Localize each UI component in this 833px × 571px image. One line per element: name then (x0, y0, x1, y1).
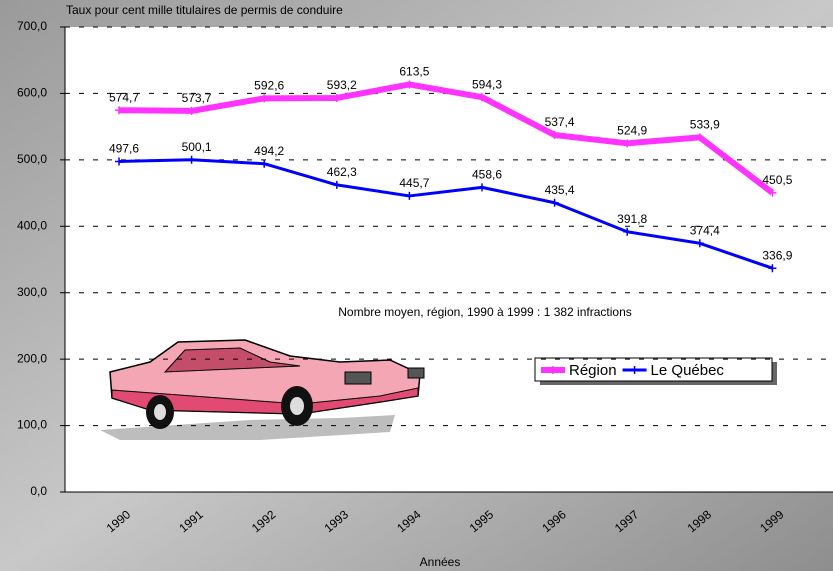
y-tick-label: 600,0 (17, 86, 47, 100)
y-tick-label: 700,0 (17, 19, 47, 33)
data-label: 573,7 (182, 91, 212, 105)
data-label: 462,3 (327, 165, 357, 179)
y-tick-label: 300,0 (17, 285, 47, 299)
data-label: 594,3 (472, 77, 502, 91)
legend-label: Région (569, 362, 617, 379)
data-label: 497,6 (109, 142, 139, 156)
data-label: 435,4 (545, 183, 575, 197)
data-label: 450,5 (762, 173, 792, 187)
data-label: 458,6 (472, 168, 502, 182)
data-label: 500,1 (182, 140, 212, 154)
legend-label: Le Québec (651, 362, 725, 379)
legend: Région Le Québec (535, 358, 777, 385)
x-axis-title: Années (420, 555, 461, 569)
plot-area (65, 27, 833, 492)
y-axis-title: Taux pour cent mille titulaires de permi… (66, 3, 343, 17)
data-label: 593,2 (327, 78, 357, 92)
data-label: 524,9 (617, 123, 647, 137)
data-label: 445,7 (399, 176, 429, 190)
chart: Taux pour cent mille titulaires de permi… (0, 0, 833, 571)
data-label: 336,9 (762, 248, 792, 262)
data-label: 533,9 (690, 118, 720, 132)
y-tick-label: 100,0 (17, 418, 47, 432)
data-label: 574,7 (109, 90, 139, 104)
data-label: 374,4 (690, 223, 720, 237)
annotation: Nombre moyen, région, 1990 à 1999 : 1 38… (338, 305, 632, 319)
data-label: 592,6 (254, 79, 284, 93)
data-label: 537,4 (545, 115, 575, 129)
data-label: 494,2 (254, 144, 284, 158)
y-tick-label: 0,0 (30, 484, 47, 498)
y-tick-label: 500,0 (17, 152, 47, 166)
data-label: 391,8 (617, 212, 647, 226)
y-tick-label: 400,0 (17, 218, 47, 232)
data-label: 613,5 (399, 65, 429, 79)
y-tick-label: 200,0 (17, 351, 47, 365)
